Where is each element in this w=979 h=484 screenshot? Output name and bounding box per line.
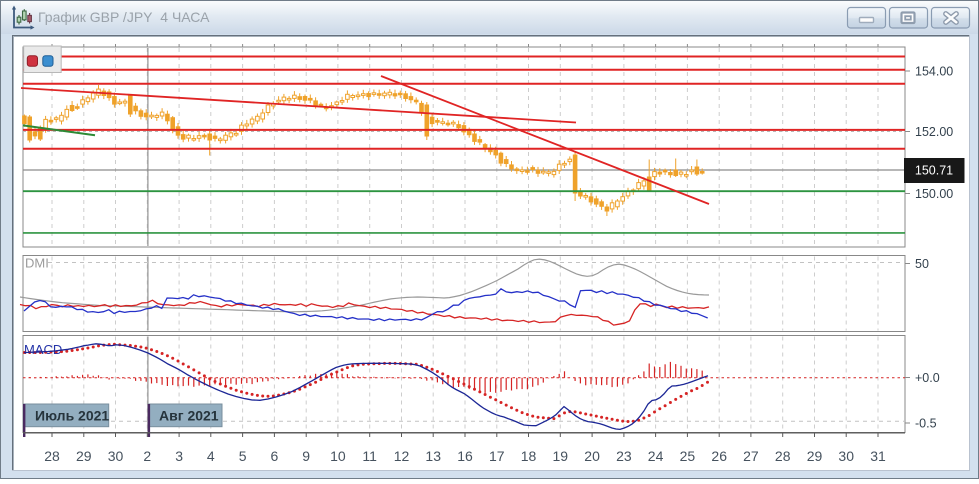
svg-text:25: 25 — [680, 448, 696, 464]
svg-text:29: 29 — [76, 448, 92, 464]
svg-text:12: 12 — [394, 448, 410, 464]
svg-text:31: 31 — [870, 448, 886, 464]
svg-text:11: 11 — [362, 448, 377, 464]
svg-text:150.00: 150.00 — [915, 187, 953, 201]
svg-text:6: 6 — [271, 448, 279, 464]
svg-text:24: 24 — [648, 448, 664, 464]
svg-text:График GBP /JPY 4 ЧАСА: График GBP /JPY 4 ЧАСА — [38, 9, 210, 25]
svg-text:150.71: 150.71 — [915, 164, 953, 178]
svg-text:152.00: 152.00 — [915, 125, 953, 139]
svg-text:28: 28 — [44, 448, 60, 464]
svg-text:50: 50 — [915, 257, 929, 271]
svg-text:19: 19 — [553, 448, 569, 464]
svg-text:2: 2 — [143, 448, 151, 464]
svg-text:26: 26 — [711, 448, 727, 464]
svg-text:13: 13 — [425, 448, 441, 464]
svg-text:DMI: DMI — [25, 256, 49, 271]
svg-text:30: 30 — [838, 448, 854, 464]
svg-text:17: 17 — [489, 448, 505, 464]
svg-text:18: 18 — [521, 448, 537, 464]
svg-text:28: 28 — [775, 448, 791, 464]
svg-text:20: 20 — [584, 448, 600, 464]
svg-text:29: 29 — [807, 448, 823, 464]
svg-text:5: 5 — [239, 448, 247, 464]
svg-text:MACD: MACD — [24, 342, 62, 357]
svg-text:3: 3 — [175, 448, 183, 464]
svg-text:10: 10 — [330, 448, 346, 464]
svg-text:16: 16 — [457, 448, 473, 464]
svg-text:30: 30 — [108, 448, 124, 464]
svg-text:+0.0: +0.0 — [915, 371, 940, 385]
svg-text:9: 9 — [302, 448, 310, 464]
svg-text:27: 27 — [743, 448, 759, 464]
svg-text:154.00: 154.00 — [915, 65, 953, 79]
svg-text:-0.5: -0.5 — [915, 417, 937, 431]
svg-text:4: 4 — [207, 448, 215, 464]
svg-text:23: 23 — [616, 448, 632, 464]
svg-text:Июль 2021: Июль 2021 — [35, 408, 109, 424]
svg-text:Авг 2021: Авг 2021 — [159, 408, 219, 424]
